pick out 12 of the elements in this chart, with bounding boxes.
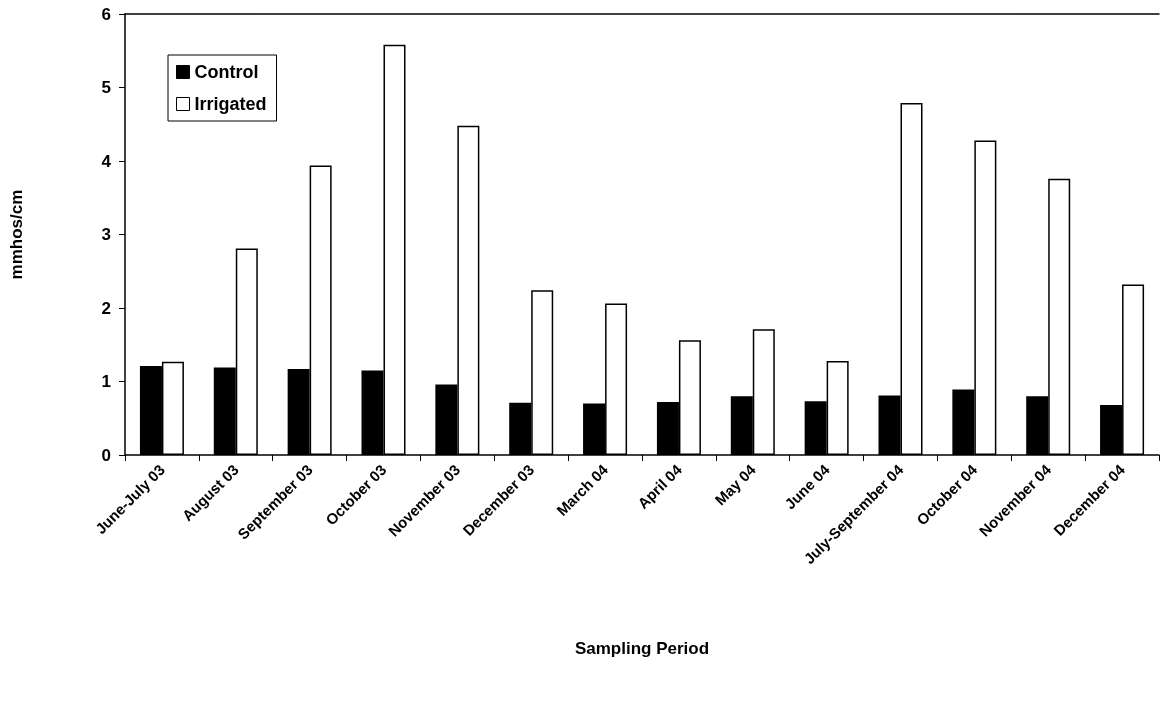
y-tick-label: 4 — [101, 151, 112, 171]
y-tick-label: 6 — [101, 4, 111, 24]
y-tick-label: 5 — [101, 78, 111, 97]
x-axis-title: Sampling Period — [574, 639, 710, 658]
y-tick-label: 0 — [101, 445, 111, 465]
y-tick-label: 2 — [101, 298, 111, 318]
y-tick-label: 1 — [101, 372, 111, 391]
legend-label: Control — [194, 62, 259, 82]
y-axis-title: mmhos/cm — [7, 189, 26, 280]
legend-label: Irrigated — [194, 94, 267, 114]
x-tick-label: May 04 — [711, 460, 760, 509]
y-tick-label: 3 — [101, 225, 111, 244]
